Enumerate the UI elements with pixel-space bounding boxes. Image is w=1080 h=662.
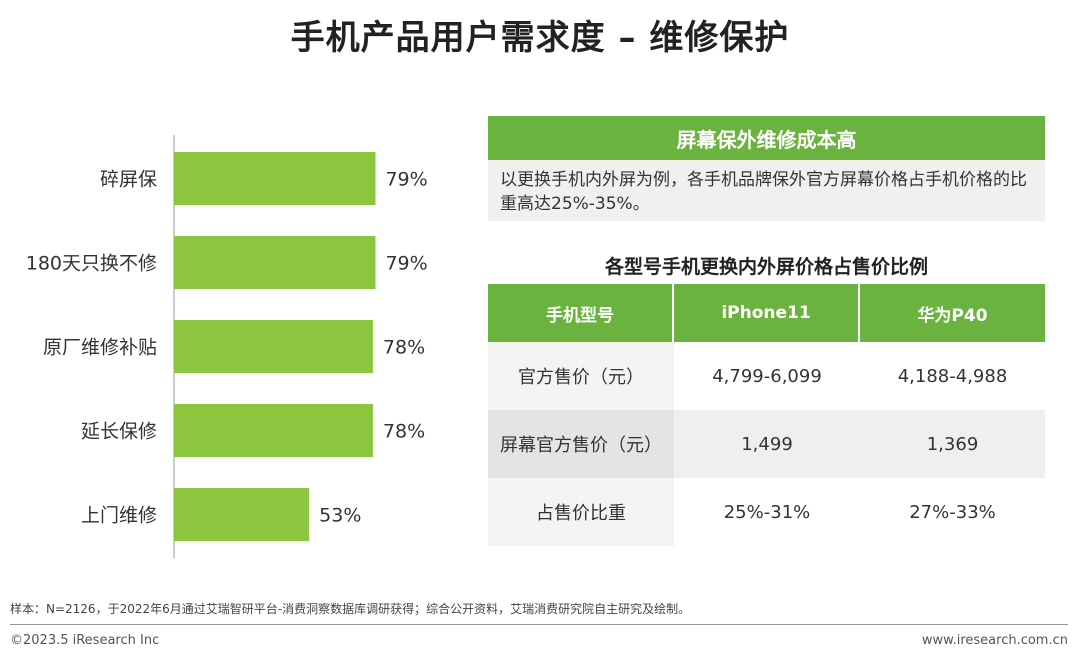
table-cell: 占售价比重 <box>488 478 674 546</box>
data-label: 78% <box>383 337 425 359</box>
data-label: 53% <box>319 505 361 527</box>
source-note: 样本：N=2126，于2022年6月通过艾瑞智研平台-消费洞察数据库调研获得；综… <box>10 602 691 616</box>
table-cell: 25%-31% <box>723 501 811 523</box>
copyright: ©2023.5 iResearch Inc <box>10 633 160 648</box>
info-description: 以更换手机内外屏为例，各手机品牌保外官方屏幕价格占手机价格的比重高达25%-35… <box>488 160 1045 221</box>
table-cell: 4,799-6,099 <box>712 365 822 387</box>
data-label: 78% <box>383 421 425 443</box>
bar-chart: 碎屏保 79% 180天只换不修 79% 原厂维修补贴 78% 延长保修 78% 上门维修 53% <box>26 135 428 558</box>
table-title: 各型号手机更换内外屏价格占售价比例 <box>604 256 928 278</box>
category-label: 上门维修 <box>81 505 157 527</box>
table-cell: 4,188-4,988 <box>897 365 1008 387</box>
page-title: 手机产品用户需求度 – 维修保护 <box>290 18 790 58</box>
bar <box>174 152 376 205</box>
bar <box>174 236 376 289</box>
website-link[interactable]: www.iresearch.com.cn <box>921 633 1068 648</box>
table-header-cell: 手机型号 <box>488 284 674 342</box>
table-row: 占售价比重 25%-31% 27%-33% <box>488 478 1045 546</box>
data-label: 79% <box>385 169 427 191</box>
table-cell: 27%-33% <box>909 501 996 523</box>
bar <box>174 320 373 373</box>
price-table: 手机型号 iPhone11 华为P40 官方售价（元） 4,799-6,099 … <box>488 284 1045 546</box>
table-cell: 1,499 <box>674 410 860 478</box>
bar <box>174 404 373 457</box>
info-banner: 屏幕保外维修成本高 <box>488 116 1045 160</box>
table-cell: 屏幕官方售价（元） <box>488 410 674 478</box>
bar <box>174 488 310 541</box>
category-label: 碎屏保 <box>100 169 157 191</box>
data-label: 79% <box>385 253 427 275</box>
category-label: 180天只换不修 <box>26 253 157 275</box>
table-header-row: 手机型号 iPhone11 华为P40 <box>488 284 1045 342</box>
table-row: 屏幕官方售价（元） 1,499 1,369 <box>488 410 1045 478</box>
table-cell: 1,369 <box>860 410 1045 478</box>
table-header-cell: iPhone11 <box>674 284 860 342</box>
table-cell: 官方售价（元） <box>488 342 674 410</box>
category-label: 原厂维修补贴 <box>43 337 157 359</box>
table-header-cell: 华为P40 <box>860 284 1045 342</box>
footer-divider <box>10 624 1068 625</box>
category-label: 延长保修 <box>81 421 157 443</box>
table-row: 官方售价（元） 4,799-6,099 4,188-4,988 <box>488 342 1045 410</box>
